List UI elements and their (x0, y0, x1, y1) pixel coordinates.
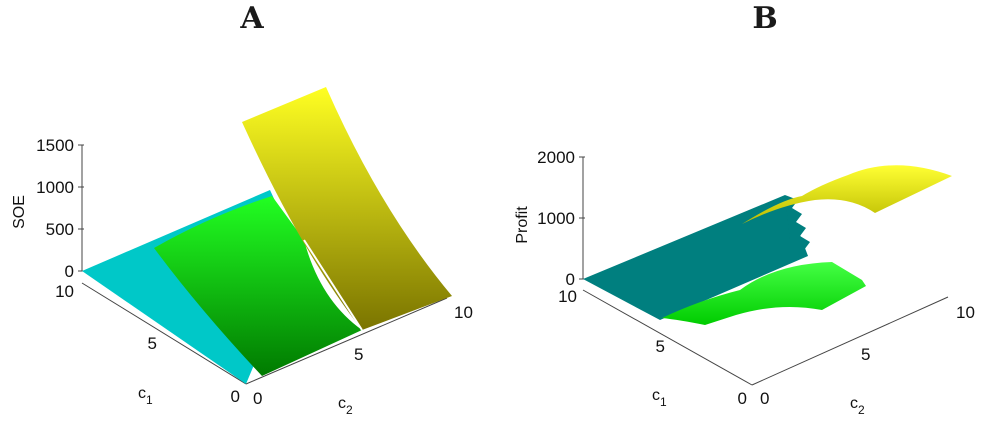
z-tick-label: 2000 (537, 148, 575, 167)
y-tick-label: 0 (738, 389, 747, 408)
x-axis-a (245, 297, 448, 385)
panel-label-b: B (752, 1, 777, 36)
x-tick-label: 0 (760, 389, 769, 408)
z-tick-label: 0 (566, 270, 575, 289)
chart-a: A 1500 1000 500 0 SOE 10 5 0 0 5 10 c1 c… (11, 1, 473, 417)
z-tick-label: 1000 (537, 209, 575, 228)
y-axis-a (81, 282, 247, 385)
y-axis-label-a: c1 (138, 385, 153, 407)
y-axis-label-b: c1 (652, 387, 667, 409)
x-tick-label: 5 (354, 345, 363, 364)
x-tick-label: 0 (253, 389, 262, 408)
x-tick-label: 5 (861, 345, 870, 364)
y-tick-label: 0 (231, 387, 240, 406)
x-axis-label-a: c2 (338, 395, 353, 417)
surface-yellow-a (242, 87, 452, 330)
z-axis-label-b: Profit (514, 206, 531, 244)
y-tick-label: 5 (148, 334, 157, 353)
z-tick-label: 1000 (36, 178, 74, 197)
x-tick-label: 10 (454, 303, 473, 322)
z-axis-label-a: SOE (11, 195, 28, 229)
panel-label-a: A (239, 1, 264, 36)
surface-green-a (154, 196, 362, 376)
surface-green-b (662, 262, 866, 325)
chart-b: B 2000 1000 0 Profit 10 5 0 0 5 10 c1 c2 (514, 1, 975, 417)
y-tick-label: 10 (558, 287, 577, 306)
surface-yellow-b (742, 165, 952, 224)
x-tick-label: 10 (956, 303, 975, 322)
surface-seam-a (303, 239, 363, 331)
surface-teal-plane-b (583, 195, 808, 320)
z-tick-label: 1500 (36, 136, 74, 155)
x-axis-b (751, 296, 949, 386)
y-tick-label: 10 (55, 282, 74, 301)
x-axis-label-b: c2 (850, 395, 865, 417)
y-axis-b (582, 289, 753, 386)
z-tick-label: 0 (65, 262, 74, 281)
surface-teal-jagged-edge-b (785, 195, 810, 256)
y-tick-label: 5 (656, 337, 665, 356)
z-tick-label: 500 (46, 220, 74, 239)
